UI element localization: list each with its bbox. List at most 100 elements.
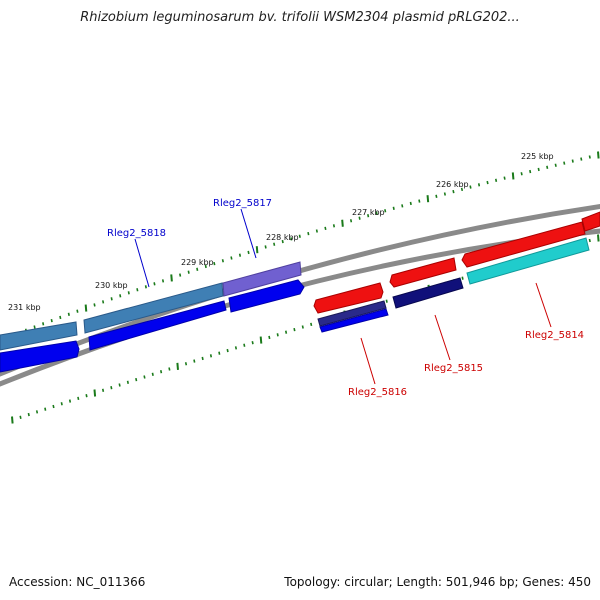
outer-tick-mark: [563, 161, 566, 165]
outer-tick-mark: [281, 239, 284, 244]
inner-tick-mark: [234, 346, 238, 350]
gene-rleg2-5817-forward[interactable]: [222, 261, 302, 297]
outer-tick-mark: [409, 201, 412, 206]
leader-rleg2-5818: [134, 238, 150, 288]
scale-label-228: 228 kbp: [266, 233, 299, 242]
gene-label-rleg2-5815[interactable]: Rleg2_5815: [424, 363, 483, 374]
outer-tick-mark: [367, 214, 370, 218]
outer-tick-mark: [588, 155, 591, 159]
scale-label-230: 230 kbp: [95, 281, 128, 290]
leader-rleg2-5815: [434, 314, 451, 361]
inner-tick-mark: [135, 377, 138, 382]
outer-tick-mark: [392, 206, 395, 210]
outer-tick-mark: [477, 183, 481, 187]
accession-text: Accession: NC_011366: [9, 575, 146, 589]
gene-label-rleg2-5817[interactable]: Rleg2_5817: [213, 198, 272, 209]
inner-tick-mark: [209, 354, 213, 358]
leader-rleg2-5814: [535, 282, 552, 328]
outer-tick-mark: [127, 291, 130, 295]
genome-stats-text: Topology: circular; Length: 501,946 bp; …: [284, 575, 591, 589]
inner-tick-mark: [44, 407, 47, 411]
outer-tick-mark: [443, 192, 446, 196]
inner-tick-mark: [118, 383, 121, 387]
inner-tick-mark: [27, 412, 30, 417]
inner-tick-mark: [243, 343, 246, 347]
label-leaders: [134, 208, 552, 385]
inner-tick-mark: [52, 404, 55, 409]
outer-tick-mark: [230, 256, 233, 260]
outer-tick-mark: [554, 163, 557, 167]
outer-tick-mark: [546, 165, 549, 169]
inner-tick-mark: [201, 356, 204, 361]
scale-label-225: 225 kbp: [521, 152, 554, 161]
outer-tick-mark: [537, 167, 540, 172]
outer-tick-mark: [401, 204, 404, 208]
inner-tick-mark: [588, 238, 591, 243]
gene-steelblue-229[interactable]: [83, 282, 224, 334]
inner-tick-mark: [11, 416, 14, 424]
outer-tick-mark: [358, 216, 361, 220]
gene-rleg2-5818-forward[interactable]: [0, 321, 78, 351]
outer-tick-mark: [136, 288, 139, 292]
inner-tick-mark: [110, 386, 113, 390]
leader-rleg2-5816: [360, 337, 376, 385]
scale-label-231: 231 kbp: [8, 303, 41, 312]
gene-red-forward-1[interactable]: [313, 282, 384, 314]
outer-tick-mark: [59, 315, 62, 320]
outer-tick-mark: [435, 194, 438, 198]
inner-tick-mark: [19, 415, 22, 419]
outer-tick-mark: [375, 211, 378, 215]
inner-tick-mark: [259, 336, 263, 344]
outer-tick-mark: [307, 231, 310, 236]
outer-tick-mark: [187, 270, 190, 274]
gene-red-forward-3[interactable]: [461, 221, 586, 268]
inner-tick-mark: [68, 399, 72, 403]
reverse-strand-genes: [0, 237, 590, 373]
inner-tick-mark: [60, 402, 63, 406]
outer-tick-mark: [238, 253, 242, 257]
outer-tick-mark: [67, 312, 70, 316]
outer-tick-mark: [580, 157, 583, 161]
gene-rleg2-5816-reverse-b[interactable]: [319, 308, 389, 333]
outer-tick-mark: [503, 176, 506, 180]
gene-rleg2-5814-reverse[interactable]: [466, 237, 590, 285]
gene-blue-reverse-1[interactable]: [0, 340, 80, 373]
gene-red-forward-4[interactable]: [581, 211, 600, 232]
gene-label-rleg2-5818[interactable]: Rleg2_5818: [107, 228, 166, 239]
inner-tick-mark: [310, 322, 313, 327]
inner-tick-mark: [159, 370, 163, 374]
inner-tick-mark: [93, 389, 97, 397]
scale-label-227: 227 kbp: [352, 208, 385, 217]
inner-tick-mark: [226, 348, 229, 353]
outer-tick-mark: [221, 259, 224, 263]
outer-tick-mark: [341, 219, 344, 227]
inner-tick-mark: [168, 367, 171, 371]
inner-tick-mark: [284, 330, 288, 334]
gene-rleg2-5816-reverse-a[interactable]: [317, 300, 387, 327]
inner-tick-mark: [193, 359, 196, 363]
gene-rleg2-5815-reverse[interactable]: [392, 277, 464, 309]
outer-tick-mark: [520, 172, 523, 176]
outer-tick-mark: [170, 274, 173, 282]
forward-strand-genes: [0, 211, 600, 351]
gene-label-rleg2-5814[interactable]: Rleg2_5814: [525, 330, 584, 341]
outer-tick-mark: [494, 178, 498, 182]
outer-tick-mark: [84, 304, 88, 312]
outer-tick-mark: [196, 267, 199, 271]
outer-tick-mark: [529, 169, 532, 174]
outer-tick-mark: [273, 242, 276, 246]
inner-tick-mark: [301, 325, 304, 329]
gene-red-forward-2[interactable]: [389, 257, 457, 288]
inner-tick-mark: [77, 396, 80, 401]
inner-tick-mark: [176, 362, 179, 370]
outer-tick-mark: [93, 303, 96, 307]
gene-label-rleg2-5816[interactable]: Rleg2_5816: [348, 387, 407, 398]
inner-tick-mark: [35, 410, 39, 414]
inner-tick-mark: [85, 394, 88, 398]
inner-tick-mark: [597, 234, 600, 242]
gene-blue-reverse-3[interactable]: [228, 279, 305, 313]
inner-tick-mark: [143, 375, 146, 379]
inner-tick-mark: [218, 351, 221, 355]
scale-labels: 225 kbp 226 kbp 227 kbp 228 kbp 229 kbp …: [8, 152, 554, 312]
gene-blue-reverse-2[interactable]: [88, 300, 227, 351]
